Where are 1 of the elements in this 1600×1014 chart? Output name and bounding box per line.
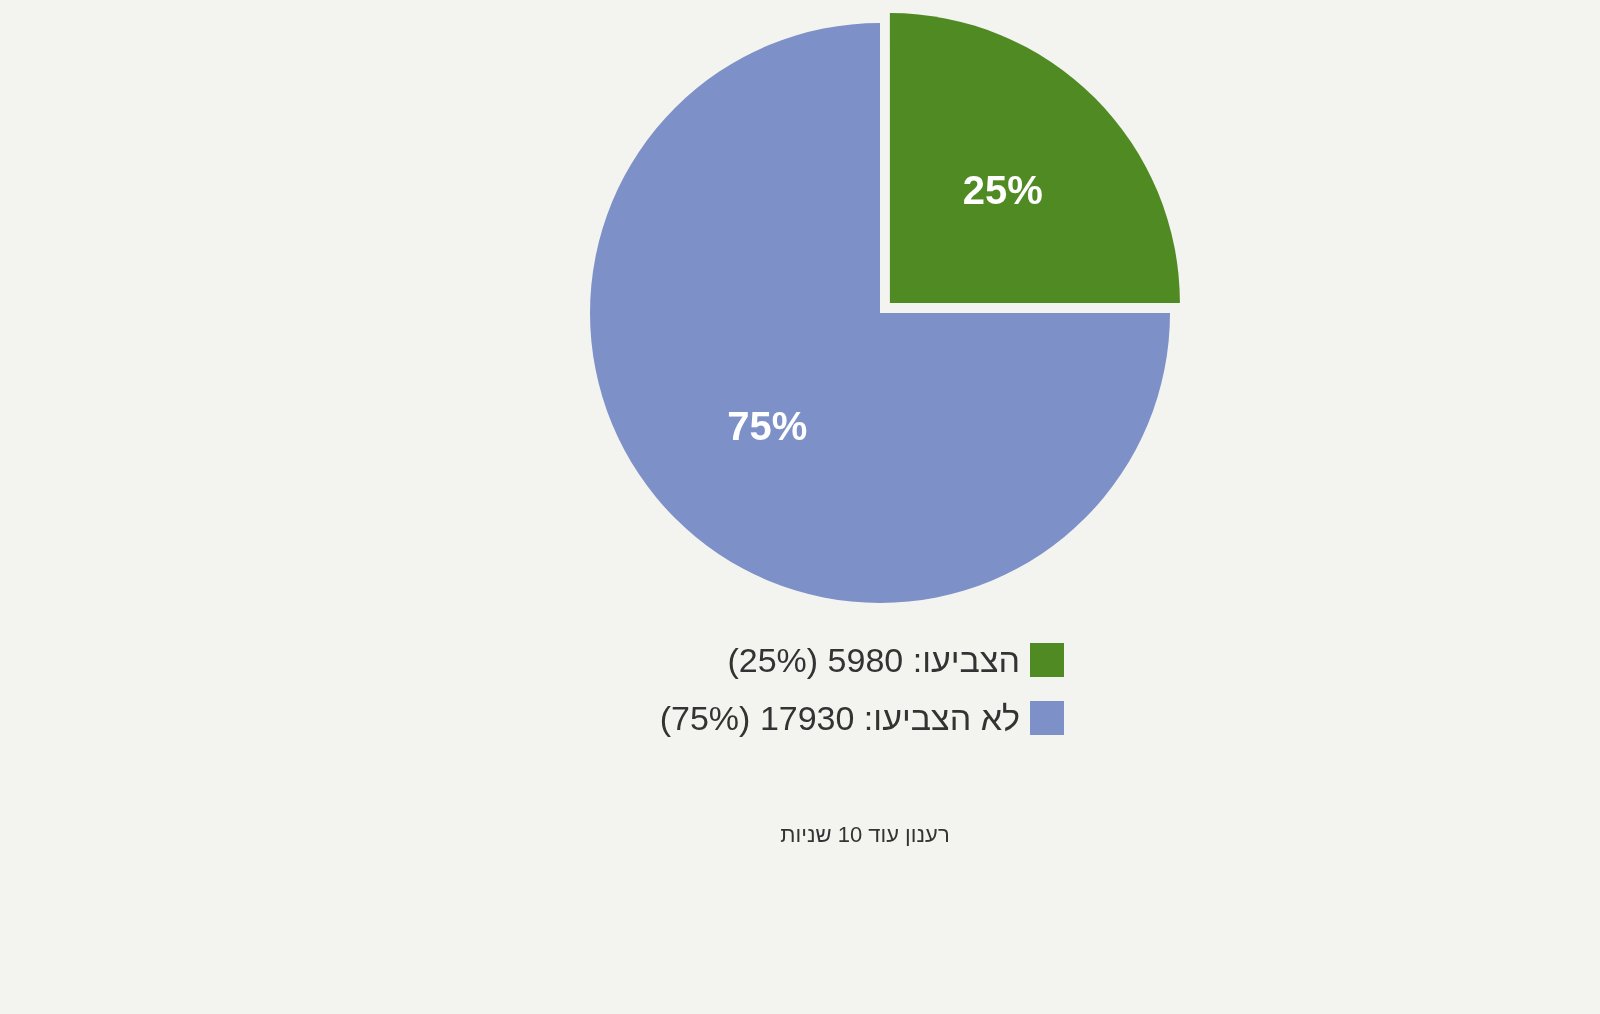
annotation: רענון עוד 10 שניות (780, 822, 950, 848)
